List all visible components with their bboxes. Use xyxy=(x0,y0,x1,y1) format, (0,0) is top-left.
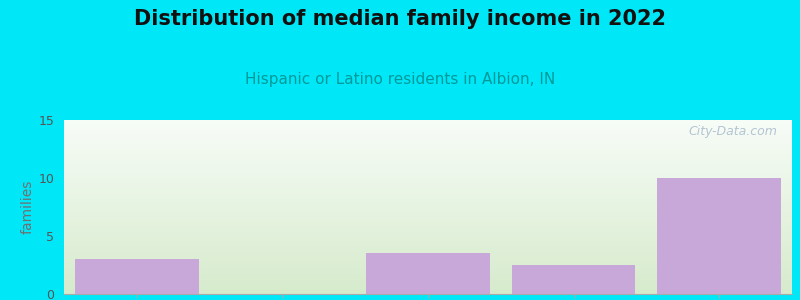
Text: City-Data.com: City-Data.com xyxy=(689,125,778,138)
Text: Distribution of median family income in 2022: Distribution of median family income in … xyxy=(134,9,666,29)
Bar xyxy=(512,265,635,294)
Bar xyxy=(75,259,198,294)
Bar xyxy=(366,254,490,294)
Text: Hispanic or Latino residents in Albion, IN: Hispanic or Latino residents in Albion, … xyxy=(245,72,555,87)
Bar xyxy=(658,178,781,294)
Y-axis label: families: families xyxy=(20,180,34,234)
